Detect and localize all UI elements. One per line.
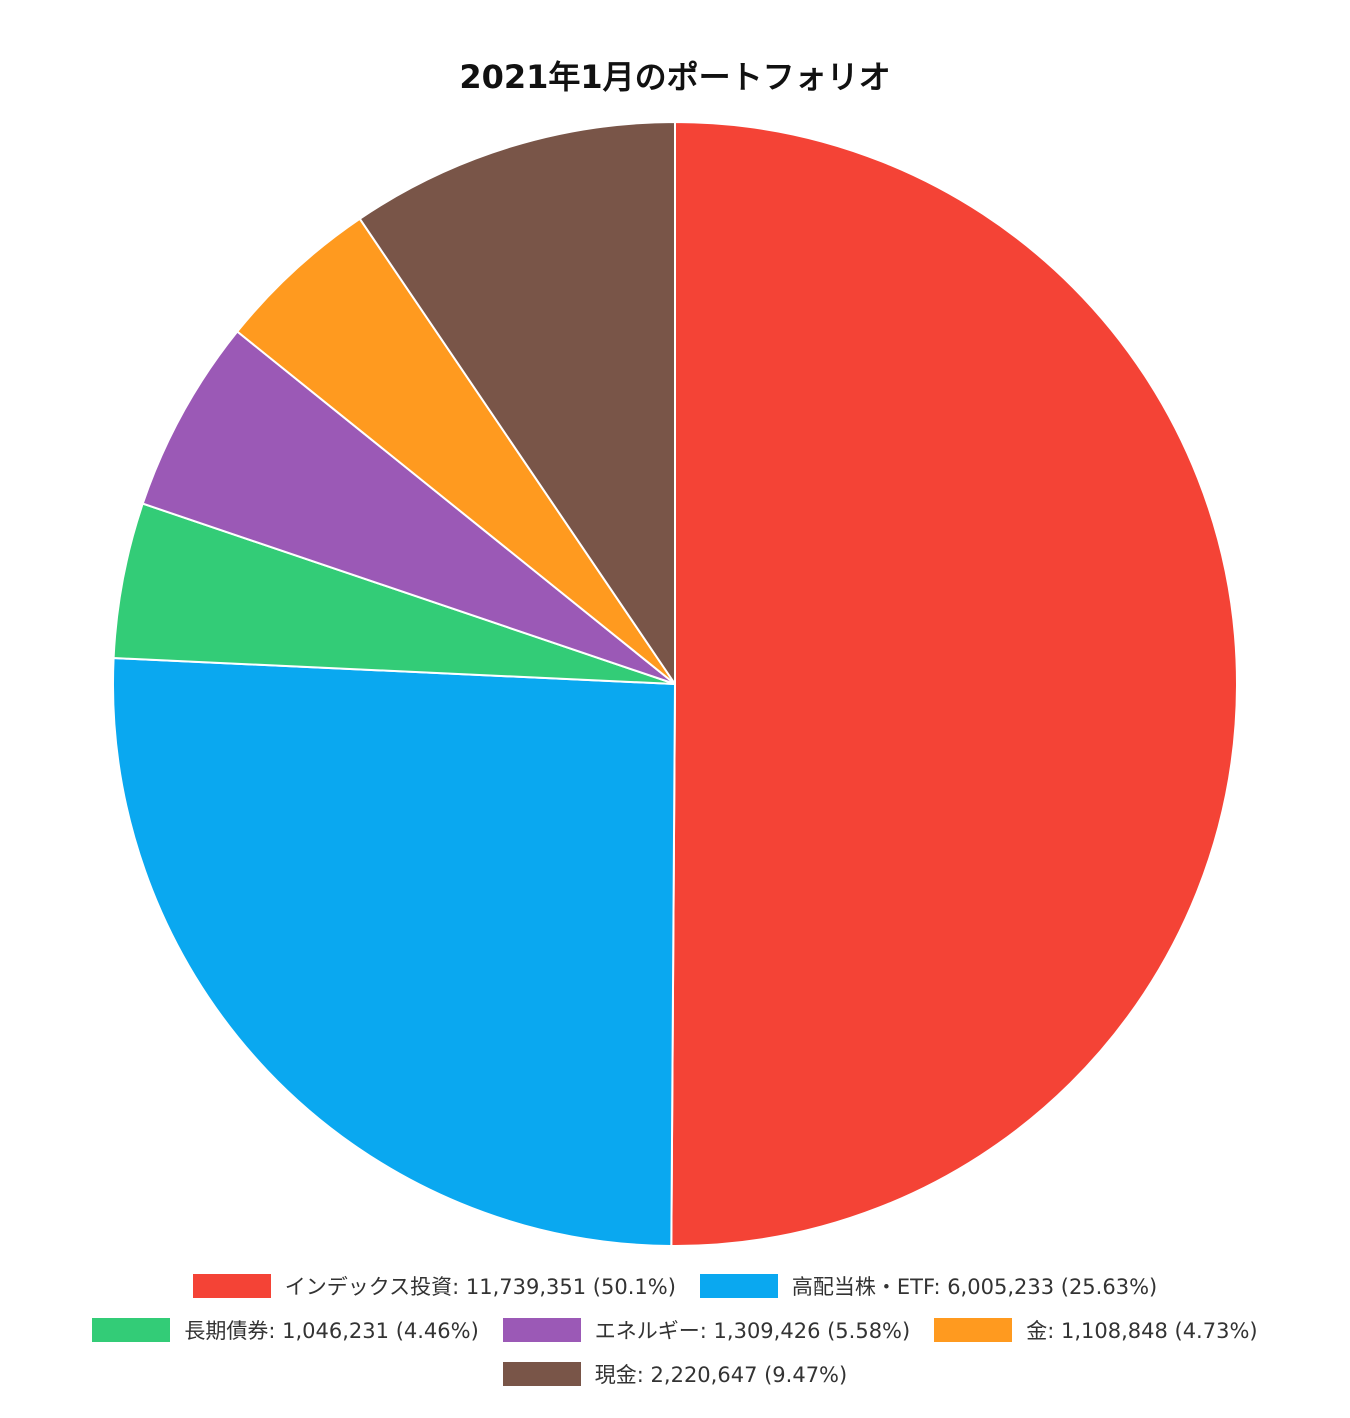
legend-label-bonds: 長期債券: 1,046,231 (4.46%): [184, 1319, 479, 1343]
legend-item-energy[interactable]: エネルギー: 1,309,426 (5.58%): [502, 1315, 911, 1345]
legend-label-dividend: 高配当株・ETF: 6,005,233 (25.63%): [791, 1275, 1158, 1299]
legend-swatch-gold: [934, 1318, 1013, 1342]
pie-slice-dividend[interactable]: [112, 656, 677, 1247]
pie-slice-energy[interactable]: [141, 330, 676, 685]
legend-label-gold: 金: 1,108,848 (4.73%): [1026, 1319, 1258, 1343]
legend-swatch-index: [192, 1274, 271, 1298]
legend-row-3: 現金: 2,220,647 (9.47%): [0, 1352, 1350, 1396]
chart-title: 2021年1月のポートフォリオ: [459, 58, 891, 96]
pie-slice-cash[interactable]: [358, 120, 676, 688]
legend-item-cash[interactable]: 現金: 2,220,647 (9.47%): [502, 1359, 848, 1389]
legend-swatch-cash: [502, 1362, 581, 1386]
legend: インデックス投資: 11,739,351 (50.1%) 高配当株・ETF: 6…: [0, 1264, 1350, 1396]
legend-swatch-energy: [502, 1318, 581, 1342]
legend-swatch-bonds: [92, 1318, 171, 1342]
legend-row-2: 長期債券: 1,046,231 (4.46%) エネルギー: 1,309,426…: [0, 1308, 1350, 1352]
pie-slice-gold[interactable]: [235, 217, 676, 685]
legend-label-index: インデックス投資: 11,739,351 (50.1%): [284, 1275, 676, 1299]
legend-item-dividend[interactable]: 高配当株・ETF: 6,005,233 (25.63%): [699, 1271, 1158, 1301]
legend-item-gold[interactable]: 金: 1,108,848 (4.73%): [934, 1315, 1258, 1345]
legend-row-1: インデックス投資: 11,739,351 (50.1%) 高配当株・ETF: 6…: [0, 1264, 1350, 1308]
legend-label-cash: 現金: 2,220,647 (9.47%): [594, 1363, 848, 1387]
legend-label-energy: エネルギー: 1,309,426 (5.58%): [594, 1319, 911, 1343]
legend-swatch-dividend: [699, 1274, 778, 1298]
legend-item-bonds[interactable]: 長期債券: 1,046,231 (4.46%): [92, 1315, 479, 1345]
legend-item-index[interactable]: インデックス投資: 11,739,351 (50.1%): [192, 1271, 676, 1301]
pie-slice-index[interactable]: [670, 120, 1238, 1247]
